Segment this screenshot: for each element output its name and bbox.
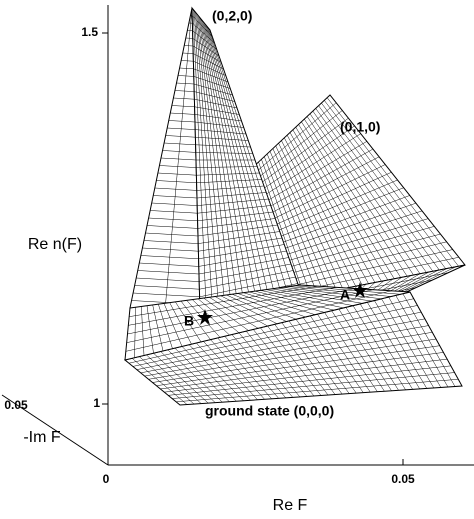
mesh (128, 293, 459, 405)
peak-label: (0,2,0) (212, 8, 252, 24)
z-axis-label: Re n(F) (28, 236, 82, 253)
surfaces (123, 6, 466, 406)
mesh (192, 9, 298, 311)
star-a (352, 282, 368, 298)
mesh (125, 285, 401, 358)
point-label: B (184, 313, 194, 329)
ground-label: ground state (0,0,0) (205, 403, 334, 419)
star-b (197, 309, 213, 325)
point-label: A (340, 287, 350, 303)
mesh (131, 7, 200, 311)
z-tick-label: 1.5 (81, 25, 98, 39)
y-tick-label: 0.05 (4, 398, 28, 412)
y-axis-label: -Im F (23, 429, 61, 446)
x-tick-label: 0 (103, 472, 110, 486)
x-axis-label: Re F (273, 497, 308, 514)
z-tick-label: 1 (93, 396, 100, 410)
peak-label: (0,1,0) (340, 119, 380, 135)
y-axis (1, 394, 109, 466)
x-tick-label: 0.05 (391, 472, 415, 486)
